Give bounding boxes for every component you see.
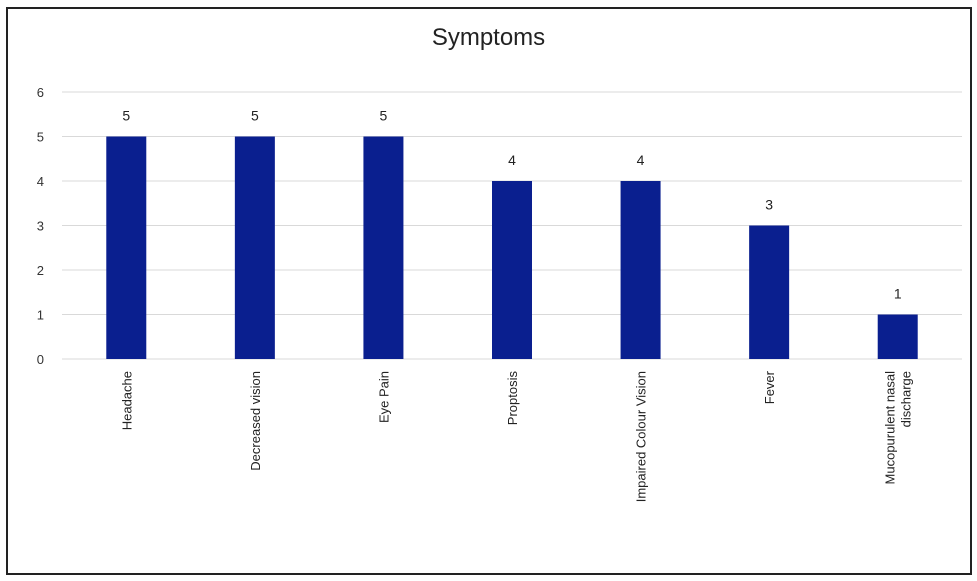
y-tick-label: 5 xyxy=(37,130,44,145)
x-tick-label: Headache xyxy=(119,371,134,430)
y-tick-label: 4 xyxy=(37,174,44,189)
x-tick-label: Fever xyxy=(762,370,777,404)
bar xyxy=(106,136,147,359)
bar xyxy=(492,181,532,359)
y-tick-label: 0 xyxy=(37,352,44,367)
y-tick-label: 1 xyxy=(37,308,44,323)
data-label: 1 xyxy=(894,286,902,302)
data-label: 4 xyxy=(637,152,645,168)
data-label: 3 xyxy=(765,197,773,213)
bar xyxy=(234,136,275,359)
bar xyxy=(877,314,918,359)
y-tick-label: 2 xyxy=(37,263,44,278)
x-tick-label: Eye Pain xyxy=(376,371,391,423)
data-label: 5 xyxy=(380,108,388,124)
data-label: 5 xyxy=(122,108,130,124)
chart-title: Symptoms xyxy=(431,24,546,51)
x-tick-label: Impaired Colour Vision xyxy=(634,371,649,502)
bar xyxy=(363,136,404,359)
bar xyxy=(749,225,790,359)
y-tick-label: 6 xyxy=(37,85,44,100)
y-tick-label: 3 xyxy=(37,219,44,234)
x-tick-label: Proptosis xyxy=(505,371,520,426)
bar xyxy=(620,181,661,359)
data-label: 4 xyxy=(508,152,516,168)
x-tick-label: Decreased vision xyxy=(248,371,263,471)
chart-frame xyxy=(6,7,972,575)
data-label: 5 xyxy=(251,108,259,124)
x-tick-label: Mucopurulent nasaldischarge xyxy=(883,371,914,485)
